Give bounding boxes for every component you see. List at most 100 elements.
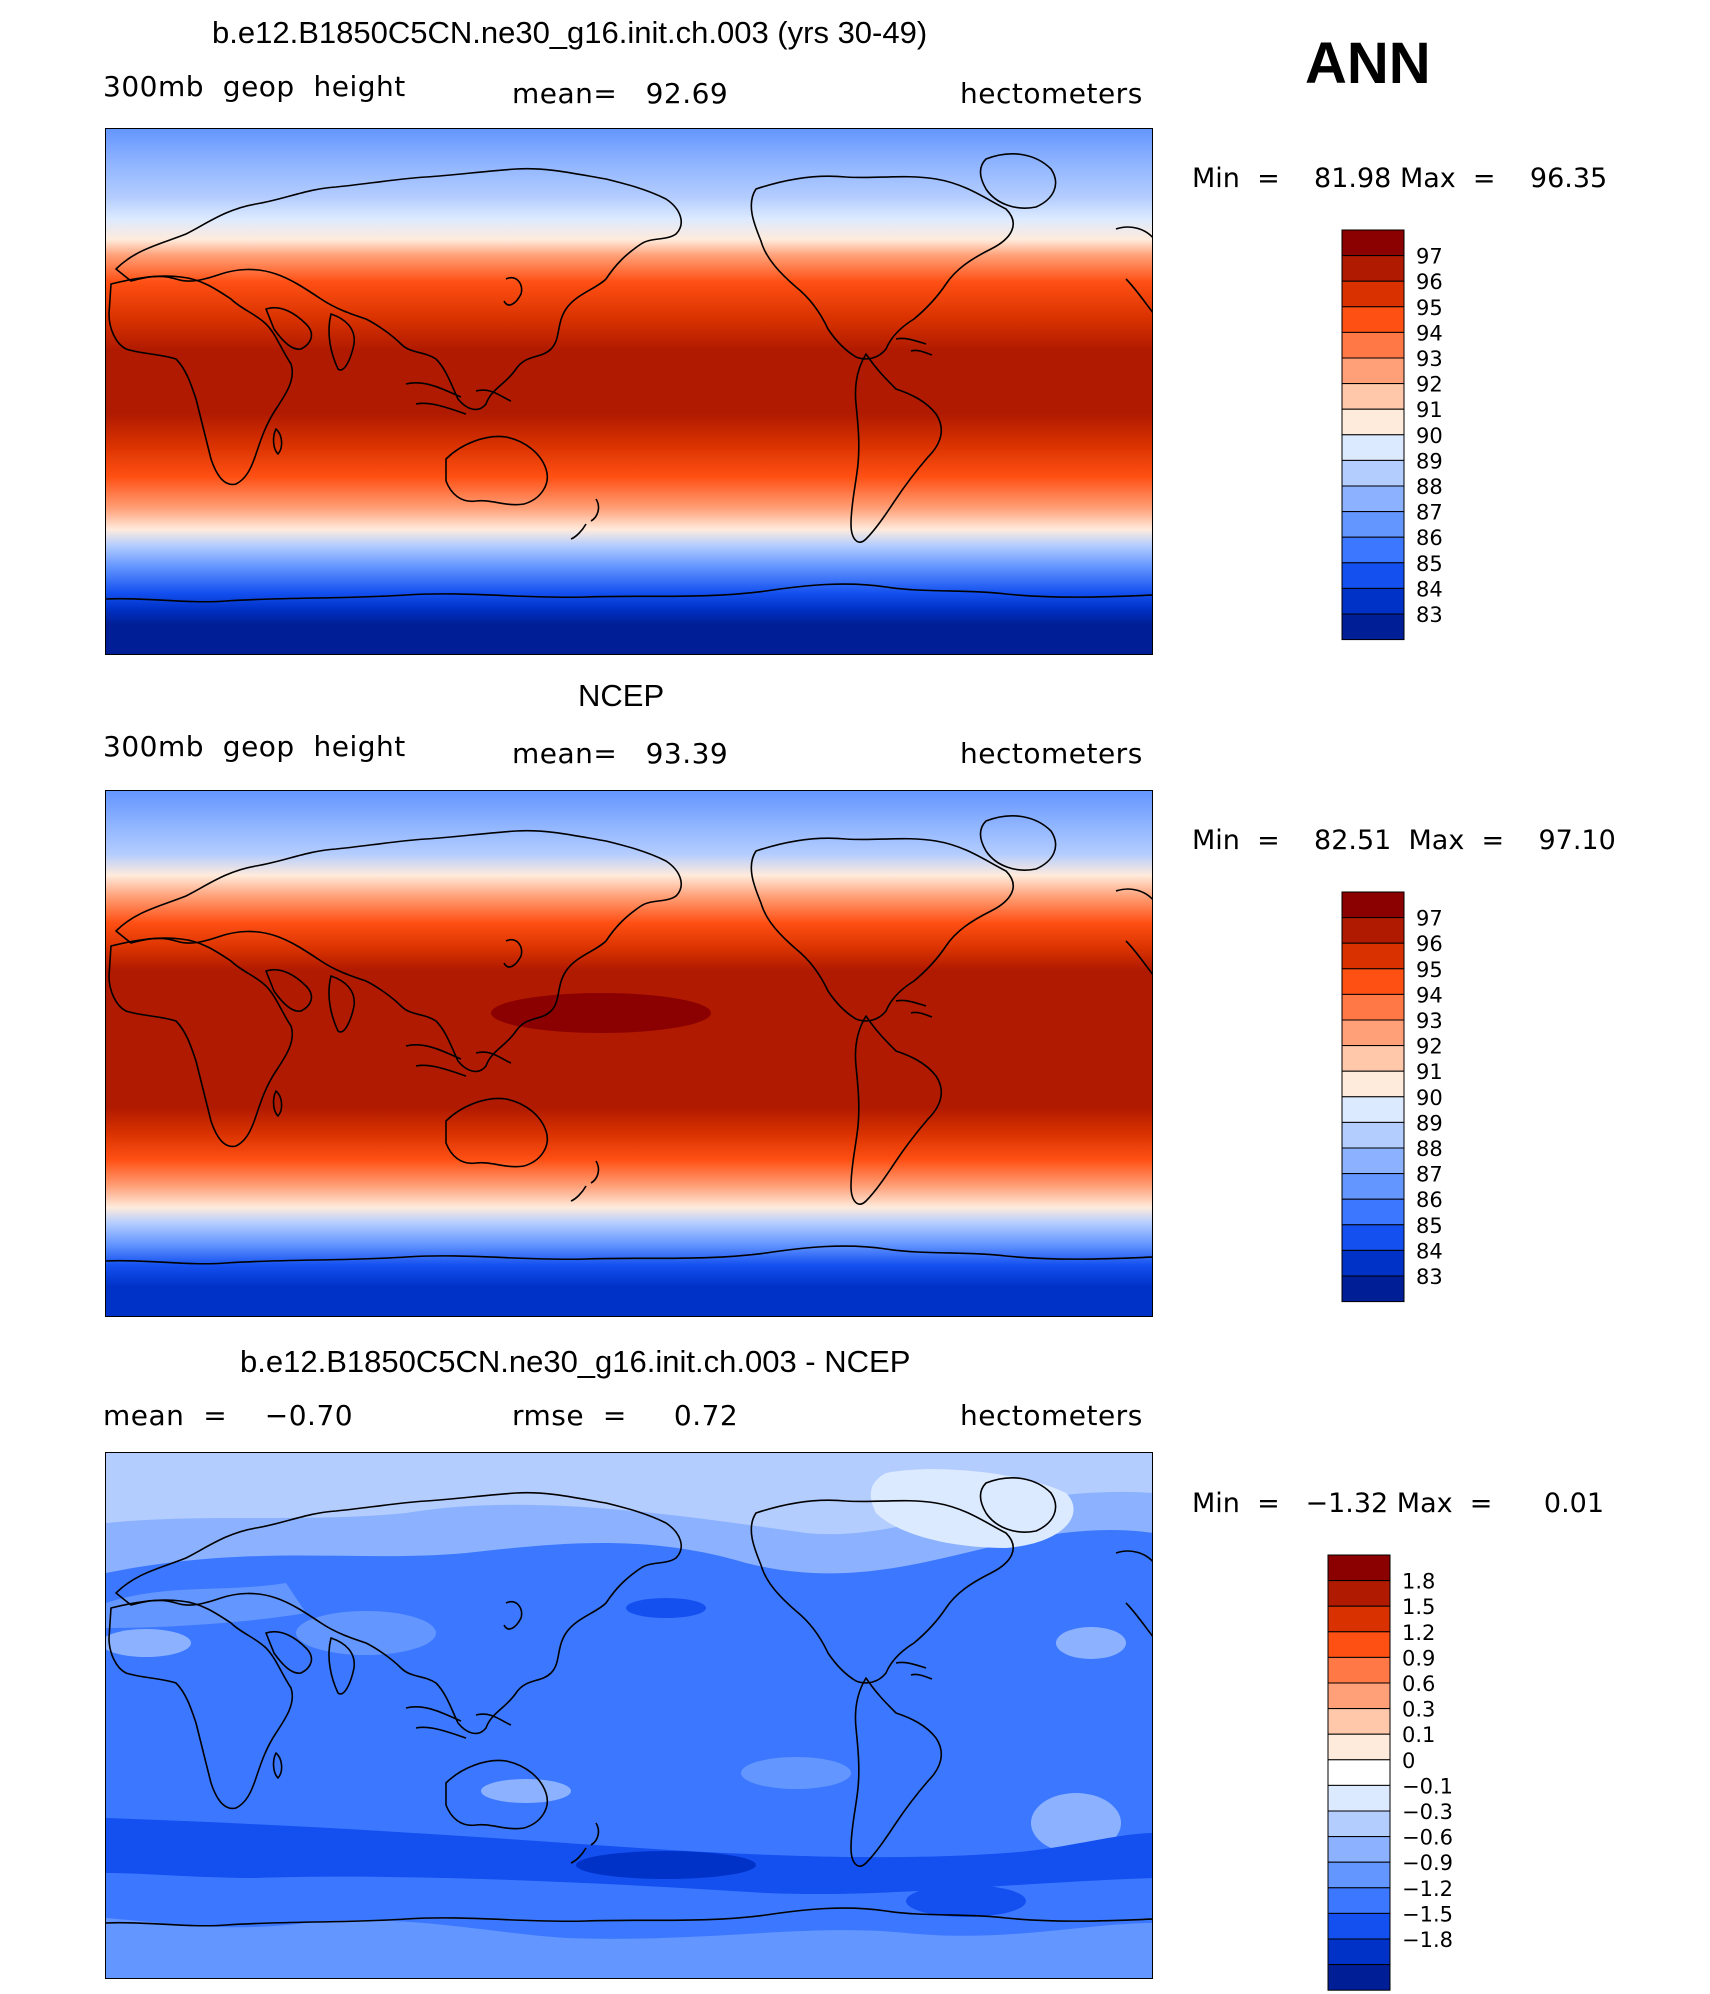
panel3-anomaly-band bbox=[1031, 1793, 1121, 1853]
panel3-max-value: 0.01 bbox=[1543, 1488, 1605, 1519]
colorbar-box bbox=[1341, 1249, 1405, 1277]
colorbar-box bbox=[1341, 1096, 1405, 1123]
panel3-minmax: Min = −1.32 Max = 0.01 bbox=[1192, 1488, 1604, 1519]
colorbar-tick-label: 97 bbox=[1416, 245, 1443, 269]
colorbar-box bbox=[1341, 891, 1405, 919]
panel1-colorbar: 97 96 95 94 93 92 91 90 89 88 87 86 85 84 83 bbox=[1341, 229, 1474, 644]
colorbar-tick-label: 95 bbox=[1416, 296, 1443, 320]
colorbar-box bbox=[1341, 1224, 1405, 1251]
colorbar-tick-label: 0.9 bbox=[1402, 1646, 1435, 1670]
colorbar-tick-label: 90 bbox=[1416, 1086, 1443, 1110]
panel3-anomaly-band bbox=[870, 1469, 1074, 1548]
colorbar-box bbox=[1341, 917, 1405, 944]
colorbar-tick-label: −0.6 bbox=[1402, 1826, 1453, 1850]
colorbar-box bbox=[1341, 587, 1405, 615]
colorbar-box bbox=[1341, 255, 1405, 282]
panel2-colorbar: 97 96 95 94 93 92 91 90 89 88 87 86 85 84 83 bbox=[1341, 891, 1474, 1306]
panel3-anomaly-band bbox=[1056, 1627, 1126, 1659]
colorbar-tick-label: 93 bbox=[1416, 347, 1443, 371]
panel2-min-label: Min = bbox=[1192, 825, 1280, 856]
panel3-min-label: Min = bbox=[1192, 1488, 1280, 1519]
colorbar-box bbox=[1327, 1861, 1391, 1889]
colorbar-tick-label: 94 bbox=[1416, 983, 1443, 1007]
colorbar-box bbox=[1341, 536, 1405, 564]
colorbar-tick-label: 1.2 bbox=[1402, 1621, 1435, 1645]
colorbar-box bbox=[1341, 1070, 1405, 1098]
panel1-field bbox=[106, 129, 1152, 654]
panel2-variable-label: 300mb geop height bbox=[103, 730, 406, 763]
colorbar-tick-label: 97 bbox=[1416, 907, 1443, 931]
panel1-units-label: hectometers bbox=[960, 77, 1143, 110]
colorbar-box bbox=[1327, 1554, 1391, 1582]
panel2-map bbox=[105, 790, 1153, 1317]
colorbar-tick-label: 91 bbox=[1416, 1060, 1443, 1084]
colorbar-tick-label: 83 bbox=[1416, 1265, 1443, 1289]
panel3-anomaly-band bbox=[106, 1629, 191, 1657]
panel1-max-value: 96.35 bbox=[1529, 163, 1608, 194]
panel3-anomaly-band bbox=[576, 1851, 756, 1879]
panel1-mean-label: mean= 92.69 bbox=[512, 77, 729, 110]
colorbar-box bbox=[1327, 1656, 1391, 1684]
panel3-anomaly-band bbox=[481, 1779, 571, 1803]
colorbar-tick-label: 96 bbox=[1416, 270, 1443, 294]
colorbar-box bbox=[1327, 1887, 1391, 1914]
colorbar-box bbox=[1341, 942, 1405, 970]
colorbar-tick-label: −0.1 bbox=[1402, 1774, 1453, 1798]
colorbar-tick-label: 92 bbox=[1416, 1035, 1443, 1059]
colorbar-box bbox=[1341, 331, 1405, 359]
panel2-max-label: Max = bbox=[1408, 825, 1505, 856]
panel2-minmax: Min = 82.51 Max = 97.10 bbox=[1192, 825, 1616, 856]
panel3-rmse-label: rmse = 0.72 bbox=[512, 1399, 739, 1432]
colorbar-tick-label: 92 bbox=[1416, 373, 1443, 397]
colorbar-tick-label: 95 bbox=[1416, 958, 1443, 982]
colorbar-box bbox=[1327, 1708, 1391, 1735]
colorbar-tick-label: 85 bbox=[1416, 552, 1443, 576]
colorbar-tick-label: 87 bbox=[1416, 501, 1443, 525]
colorbar-box bbox=[1341, 459, 1405, 487]
colorbar-box bbox=[1341, 993, 1405, 1021]
colorbar-box bbox=[1341, 1045, 1405, 1072]
panel3-min-value: −1.32 bbox=[1305, 1488, 1389, 1519]
colorbar-box bbox=[1327, 1810, 1391, 1838]
colorbar-tick-label: 86 bbox=[1416, 526, 1443, 550]
colorbar-tick-label: 87 bbox=[1416, 1163, 1443, 1187]
colorbar-box bbox=[1341, 1147, 1405, 1175]
panel2-mean-label: mean= 93.39 bbox=[512, 737, 729, 770]
panel3-anomaly-band bbox=[296, 1611, 436, 1655]
colorbar-box bbox=[1327, 1836, 1391, 1863]
colorbar-box bbox=[1341, 511, 1405, 538]
colorbar-box bbox=[1327, 1733, 1391, 1761]
colorbar-box bbox=[1341, 1198, 1405, 1226]
panel1-min-label: Min = bbox=[1192, 163, 1280, 194]
panel1-min-value: 81.98 bbox=[1314, 163, 1392, 194]
colorbar-box bbox=[1327, 1580, 1391, 1607]
panel2-warm-pool bbox=[491, 993, 711, 1033]
panel2-title: NCEP bbox=[578, 678, 665, 713]
colorbar-tick-label: 0 bbox=[1402, 1749, 1415, 1773]
colorbar-box bbox=[1327, 1631, 1391, 1658]
panel2-max-value: 97.10 bbox=[1538, 825, 1616, 856]
colorbar-box bbox=[1341, 229, 1405, 257]
colorbar-tick-label: 89 bbox=[1416, 1111, 1443, 1135]
colorbar-tick-label: 88 bbox=[1416, 475, 1443, 499]
panel1-map bbox=[105, 128, 1153, 655]
colorbar-box bbox=[1341, 562, 1405, 589]
panel3-anomaly-band bbox=[106, 1918, 1152, 1978]
colorbar-tick-label: 89 bbox=[1416, 449, 1443, 473]
colorbar-box bbox=[1341, 1121, 1405, 1149]
colorbar-tick-label: −0.3 bbox=[1402, 1800, 1453, 1824]
colorbar-box bbox=[1327, 1964, 1391, 1991]
colorbar-tick-label: 90 bbox=[1416, 424, 1443, 448]
colorbar-tick-label: 1.5 bbox=[1402, 1595, 1435, 1619]
colorbar-tick-label: 91 bbox=[1416, 398, 1443, 422]
panel3-max-label: Max = bbox=[1396, 1488, 1493, 1519]
panel2-units-label: hectometers bbox=[960, 737, 1143, 770]
panel3-colorbar: 1.8 1.5 1.2 0.9 0.6 0.3 0.1 0 −0.1 −0.3 −0.6 −0.9 −1… bbox=[1327, 1554, 1460, 1994]
colorbar-box bbox=[1341, 1019, 1405, 1047]
panel1-max-label: Max = bbox=[1399, 163, 1496, 194]
colorbar-box bbox=[1327, 1759, 1391, 1786]
colorbar-box bbox=[1341, 1173, 1405, 1200]
panel2-min-value: 82.51 bbox=[1314, 825, 1392, 856]
colorbar-tick-label: 94 bbox=[1416, 321, 1443, 345]
colorbar-tick-label: 96 bbox=[1416, 932, 1443, 956]
